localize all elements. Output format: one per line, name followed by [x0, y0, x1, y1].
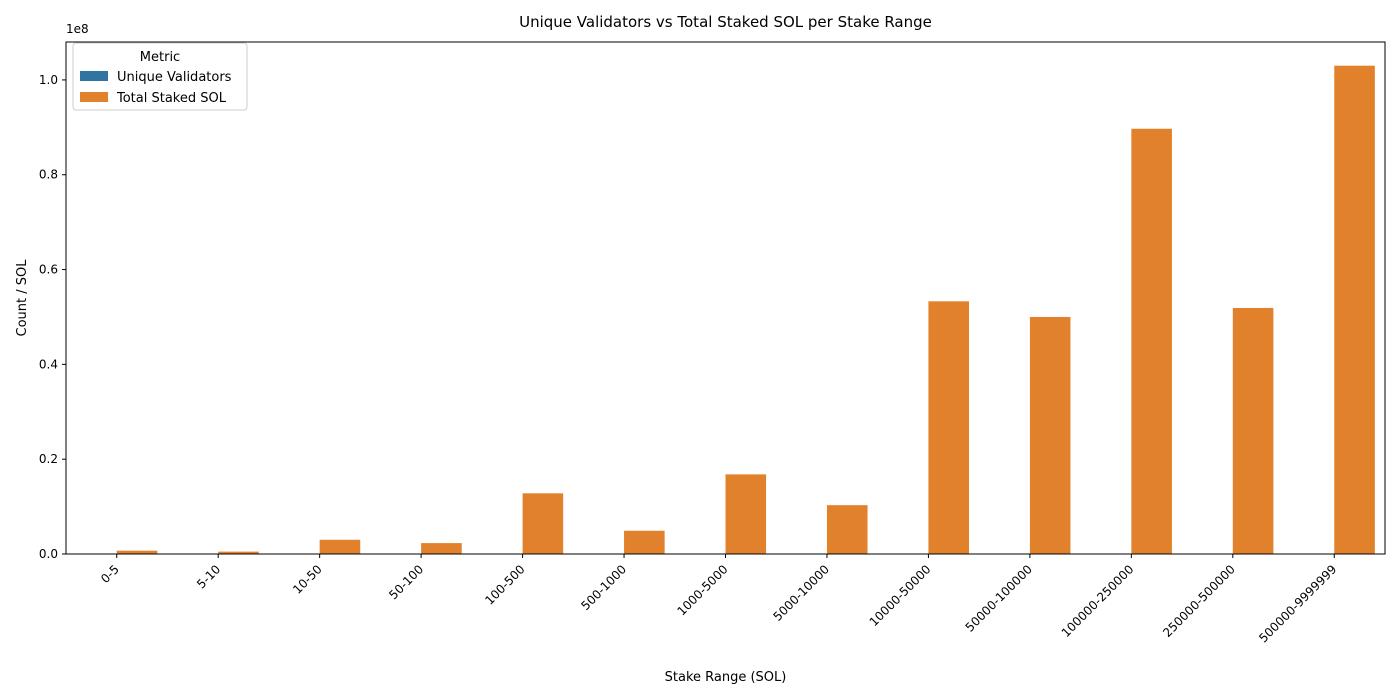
y-tick-label: 0.4 [39, 357, 58, 371]
bar-total-staked-sol-5000-10000 [826, 505, 868, 554]
legend-title: Metric [140, 50, 180, 65]
y-tick-label: 0.8 [39, 168, 58, 182]
legend-swatch [80, 71, 108, 81]
bar-total-staked-sol-100-500 [522, 493, 564, 554]
bar-total-staked-sol-50-100 [421, 543, 462, 554]
legend: Metric Unique Validators Total Staked SOL [72, 42, 248, 111]
bars-layer [76, 65, 1375, 554]
legend-label: Total Staked SOL [116, 91, 227, 106]
y-axis-label: Count / SOL [15, 259, 30, 337]
legend-box [72, 42, 248, 111]
bar-total-staked-sol-50000-100000 [1029, 316, 1071, 554]
y-axis: 0.0 0.2 0.4 0.6 0.8 1.0 [39, 73, 66, 561]
bar-total-staked-sol-0-5 [116, 550, 158, 554]
bar-total-staked-sol-1000-5000 [725, 474, 767, 554]
y-tick-label: 1.0 [39, 73, 58, 87]
chart-title: Unique Validators vs Total Staked SOL pe… [519, 13, 932, 31]
bar-total-staked-sol-10000-50000 [928, 301, 970, 554]
y-offset-text: 1e8 [66, 22, 89, 36]
legend-label: Unique Validators [117, 70, 232, 85]
x-axis-label: Stake Range (SOL) [665, 670, 787, 685]
y-tick-label: 0.0 [39, 547, 58, 561]
bar-total-staked-sol-5-10 [218, 551, 259, 554]
bar-total-staked-sol-100000-250000 [1131, 128, 1172, 554]
bar-total-staked-sol-10-50 [319, 539, 361, 554]
legend-swatch [80, 92, 108, 102]
bar-total-staked-sol-500000-9999999 [1334, 65, 1375, 554]
y-tick-label: 0.2 [39, 452, 58, 466]
bar-total-staked-sol-250000-500000 [1232, 307, 1274, 554]
bar-total-staked-sol-500-1000 [624, 530, 665, 554]
y-tick-label: 0.6 [39, 263, 58, 277]
